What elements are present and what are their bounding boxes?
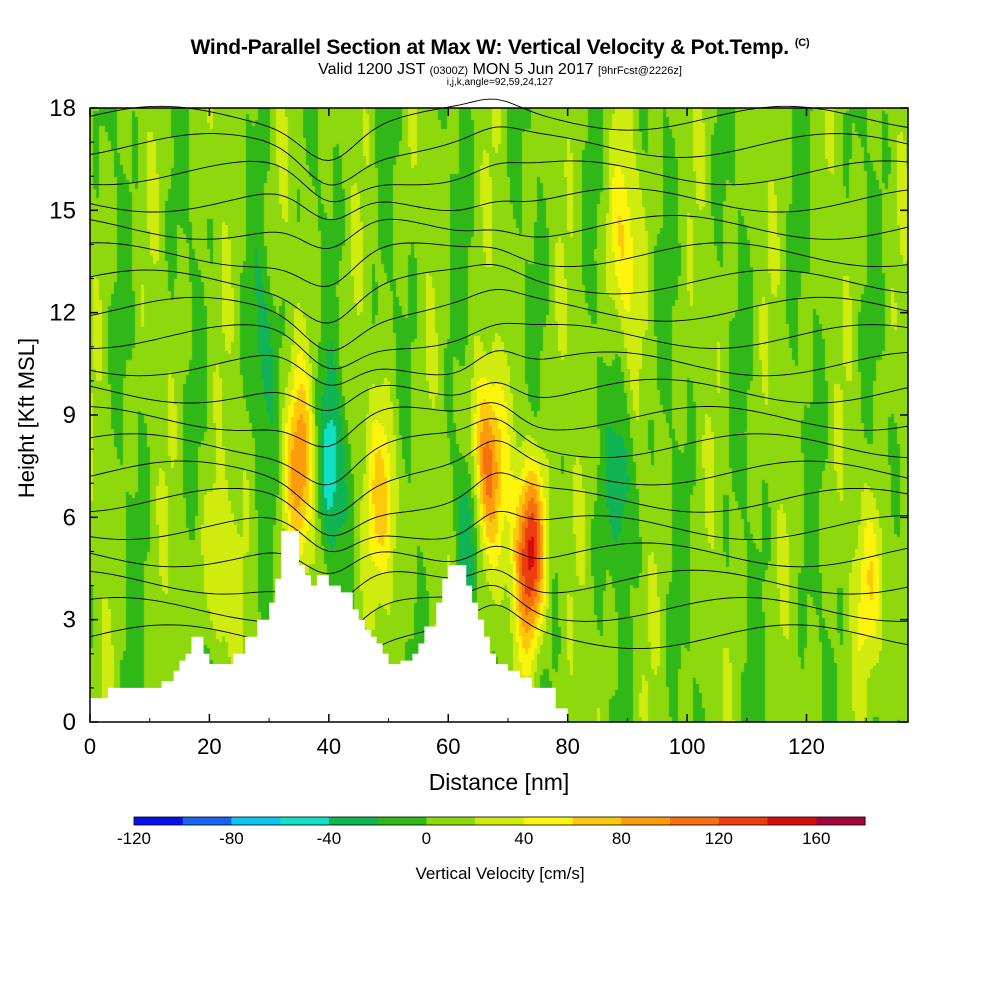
chart-title: Wind-Parallel Section at Max W: Vertical… [0, 36, 1000, 60]
x-tick-label: 80 [555, 734, 579, 759]
y-axis-label: Height [Kft MSL] [14, 338, 39, 498]
grid-indices: i,j,k,angle=92,59,24,127 [446, 77, 554, 88]
theta-contour [89, 604, 909, 680]
colorbar-tick-label: 0 [422, 829, 431, 848]
theta-contour [89, 378, 909, 412]
y-tick-label: 15 [49, 197, 76, 224]
colorbar-swatch [670, 817, 720, 825]
x-tick-label: 100 [669, 734, 706, 759]
colorbar-swatch [426, 817, 476, 825]
y-tick-label: 6 [63, 504, 76, 531]
x-tick-label: 0 [84, 734, 96, 759]
x-axis-label: Distance [nm] [429, 769, 570, 795]
theta-contour [89, 568, 909, 608]
theta-contour [89, 440, 909, 516]
theta-contour [89, 510, 909, 553]
colorbar-tick-label: -80 [219, 829, 244, 848]
theta-contour [89, 187, 909, 221]
colorbar-frame [133, 816, 866, 826]
x-tick-label: 40 [317, 734, 341, 759]
y-tick-label: 18 [49, 95, 76, 122]
colorbar-swatch [231, 817, 281, 825]
colorbar-swatch [182, 817, 232, 825]
theta-contour [89, 126, 909, 186]
theta-contour [89, 542, 909, 575]
theta-contour [89, 418, 909, 486]
colorbar-tick-label: 40 [514, 829, 533, 848]
theta-contour [89, 160, 909, 203]
colorbar-tick-label: 160 [802, 829, 830, 848]
theta-contour [89, 472, 909, 537]
x-tick-label: 60 [436, 734, 460, 759]
y-tick-label: 0 [63, 709, 76, 736]
valid-utc: (0300Z) [429, 65, 469, 77]
colorbar-swatch [572, 817, 622, 825]
theta-contour [89, 242, 909, 288]
colorbar-swatch [816, 817, 866, 825]
colorbar-swatch [523, 817, 574, 825]
colorbar-tick-label: 80 [612, 829, 631, 848]
x-tick-label: 20 [197, 734, 221, 759]
colorbar-swatch [377, 817, 427, 825]
theta-contour [89, 402, 909, 448]
colorbar-swatch [280, 817, 330, 825]
colorbar-swatch [328, 817, 379, 825]
y-tick-label: 12 [49, 300, 76, 327]
forecast-tag: [9hrFcst@2226z] [597, 65, 682, 77]
title-units-tag: (C) [794, 37, 810, 49]
terrain [90, 531, 568, 722]
colorbar-swatch [621, 817, 671, 825]
theta-contour [89, 584, 909, 647]
theta-contour [89, 322, 909, 370]
potential-temperature-contours [89, 98, 909, 680]
valid-prefix: Valid 1200 JST [318, 61, 426, 78]
colorbar-swatch [767, 817, 817, 825]
theta-contour [89, 350, 909, 386]
colorbar: -120 -80 -40 0 40 80 120 160 [117, 816, 866, 848]
x-tick-label: 120 [788, 734, 825, 759]
theta-contour [89, 98, 909, 161]
plot-area [89, 98, 909, 722]
colorbar-swatch [134, 817, 184, 825]
valid-date: MON 5 Jun 2017 [472, 61, 594, 78]
colorbar-label: Vertical Velocity [cm/s] [415, 864, 585, 883]
colorbar-tick-label: -120 [117, 829, 151, 848]
colorbar-tick-label: -40 [317, 829, 342, 848]
colorbar-swatch [475, 817, 525, 825]
y-tick-label: 9 [63, 402, 76, 429]
theta-contour [89, 263, 909, 324]
axes: 0 20 40 60 80 100 120 0 3 6 9 12 15 18 [49, 95, 909, 759]
valid-time-line: Valid 1200 JST (0300Z) MON 5 Jun 2017 [9… [0, 61, 1000, 79]
colorbar-tick-label: 120 [705, 829, 733, 848]
theta-contour [89, 289, 909, 352]
theta-contour [89, 215, 909, 249]
chart-title-text: Wind-Parallel Section at Max W: Vertical… [190, 36, 790, 59]
vertical-velocity-field [90, 108, 908, 722]
y-tick-label: 3 [63, 607, 76, 634]
colorbar-swatch [718, 817, 769, 825]
